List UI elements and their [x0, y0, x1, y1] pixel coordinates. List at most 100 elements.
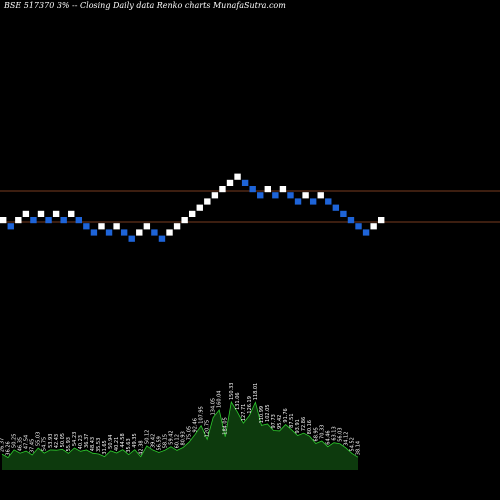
- volume-value-label: 47.54: [24, 435, 30, 449]
- renko-brick: [120, 229, 128, 236]
- volume-value-label: 75.05: [187, 426, 193, 440]
- renko-brick: [264, 186, 271, 193]
- volume-value-label: 54.23: [72, 432, 78, 446]
- chart-title: BSE 517370 3% -- Closing Daily data Renk…: [4, 1, 286, 10]
- renko-brick: [90, 229, 98, 236]
- volume-value-label: 70.33: [319, 425, 325, 439]
- renko-brick: [272, 192, 279, 199]
- volume-value-label: 131.06: [235, 392, 241, 410]
- volume-value-label: 110.99: [259, 406, 265, 424]
- renko-brick: [355, 223, 362, 230]
- volume-value-label: 87.51: [289, 413, 295, 427]
- renko-brick: [279, 186, 287, 193]
- volume-value-label: 59.42: [168, 430, 174, 444]
- volume-panel: [1, 400, 359, 470]
- renko-brick: [136, 229, 143, 236]
- volume-value-label: 34.12: [343, 432, 349, 446]
- volume-value-label: 50.25: [12, 434, 18, 448]
- volume-line: [1, 400, 359, 459]
- volume-value-label: 44.58: [120, 433, 126, 447]
- volume-value-label: 36.37: [84, 434, 90, 448]
- renko-brick: [287, 192, 294, 199]
- renko-brick: [332, 204, 340, 211]
- volume-value-label: 102.05: [265, 404, 271, 422]
- renko-brick: [173, 223, 181, 230]
- volume-value-label: 134.05: [211, 398, 217, 416]
- renko-brick: [196, 204, 203, 211]
- volume-value-label: 26.37: [0, 438, 6, 452]
- renko-brick: [241, 179, 249, 186]
- renko-brick: [347, 217, 355, 224]
- renko-brick: [7, 223, 14, 230]
- renko-brick: [294, 198, 302, 205]
- renko-brick: [204, 198, 211, 205]
- renko-bricks: [0, 173, 385, 242]
- renko-brick: [37, 210, 45, 217]
- renko-brick: [370, 223, 377, 230]
- volume-value-label: 63.13: [331, 426, 337, 440]
- volume-value-label: 68.95: [313, 427, 319, 441]
- volume-value-label: 38.14: [356, 441, 362, 455]
- volume-value-label: 35.63: [126, 438, 132, 452]
- renko-brick: [219, 186, 226, 193]
- renko-brick: [234, 173, 241, 180]
- volume-value-label: 127.71: [241, 404, 247, 422]
- volume-value-label: 118.01: [253, 383, 259, 401]
- renko-brick: [143, 223, 151, 230]
- volume-value-label: 92.46: [193, 418, 199, 432]
- renko-brick: [189, 210, 196, 217]
- volume-value-label: 184.05: [223, 417, 229, 435]
- renko-brick: [226, 179, 234, 186]
- volume-value-label: 54.52: [349, 437, 355, 451]
- renko-brick: [151, 229, 158, 236]
- volume-value-label: 60.12: [174, 434, 180, 448]
- renko-brick: [30, 217, 37, 224]
- renko-brick: [249, 186, 256, 193]
- volume-value-label: 36.26: [6, 441, 12, 455]
- volume-value-label: 50.12: [144, 430, 150, 444]
- volume-value-label: 95.42: [277, 415, 283, 429]
- renko-brick: [83, 223, 90, 230]
- volume-value-label: 150.33: [229, 383, 235, 401]
- renko-brick: [362, 229, 370, 236]
- volume-value-label: 42.38: [138, 440, 144, 454]
- renko-brick: [340, 210, 347, 217]
- volume-value-label: 55.93: [66, 437, 72, 451]
- renko-brick: [105, 229, 113, 236]
- volume-value-label: 50.05: [60, 433, 66, 447]
- volume-value-label: 97.73: [271, 414, 277, 428]
- volume-value-label: 55.03: [36, 432, 42, 446]
- renko-brick: [52, 210, 60, 217]
- volume-value-label: 40.23: [78, 435, 84, 449]
- volume-value-label: 46.35: [18, 437, 24, 451]
- renko-brick: [75, 217, 82, 224]
- renko-brick: [317, 192, 324, 199]
- renko-brick: [0, 217, 7, 224]
- volume-value-label: 48.43: [90, 437, 96, 451]
- volume-value-label: 39.42: [150, 434, 156, 448]
- volume-value-label: 49.35: [132, 433, 138, 447]
- renko-brick: [166, 229, 173, 236]
- volume-value-label: 53.93: [48, 434, 54, 448]
- renko-brick: [15, 217, 22, 224]
- volume-value-label: 91.76: [283, 408, 289, 422]
- renko-brick: [113, 223, 120, 230]
- volume-value-label: 40.21: [114, 437, 120, 451]
- volume-value-label: 54.75: [42, 437, 48, 451]
- volume-value-label: 56.03: [337, 427, 343, 441]
- volume-value-label: 37.45: [30, 439, 36, 453]
- renko-brick: [68, 210, 75, 217]
- renko-brick: [45, 217, 52, 224]
- volume-area: [2, 402, 358, 470]
- volume-value-label: 107.95: [199, 406, 205, 424]
- volume-value-label: 42.43: [54, 434, 60, 448]
- volume-value-label: 58.15: [162, 434, 168, 448]
- volume-value-label: 160.04: [217, 391, 223, 409]
- renko-brick: [325, 198, 332, 205]
- renko-brick: [22, 210, 30, 217]
- renko-brick: [181, 217, 188, 224]
- renko-brick: [257, 192, 264, 199]
- volume-value-label: 80.93: [181, 431, 187, 445]
